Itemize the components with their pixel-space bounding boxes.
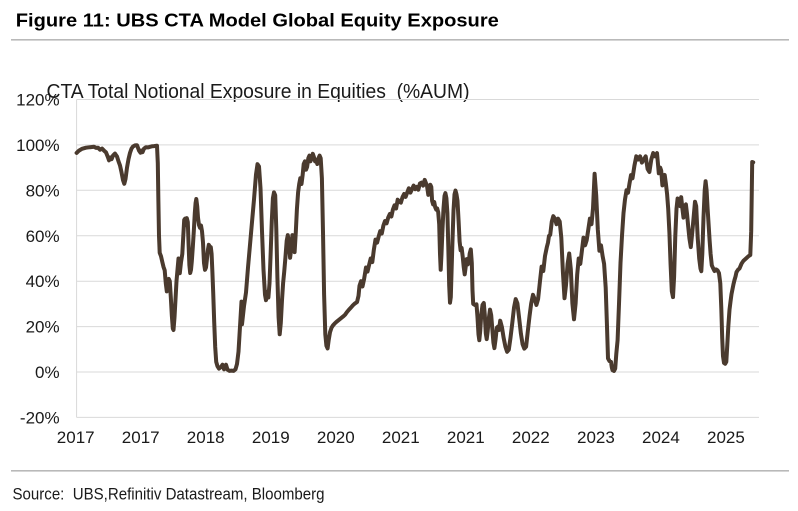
svg-text:40%: 40% — [26, 272, 60, 291]
svg-text:Source: UBS,Refinitiv Datastr: Source: UBS,Refinitiv Datastream, Bloomb… — [13, 485, 325, 504]
svg-text:100%: 100% — [16, 136, 59, 155]
svg-text:2018: 2018 — [187, 428, 225, 447]
svg-text:2019: 2019 — [252, 428, 290, 447]
svg-text:120%: 120% — [16, 91, 59, 110]
svg-text:2022: 2022 — [512, 428, 550, 447]
svg-text:Figure 11: UBS CTA Model Globa: Figure 11: UBS CTA Model Global Equity E… — [16, 9, 499, 30]
svg-text:20%: 20% — [26, 318, 60, 337]
svg-text:-20%: -20% — [20, 408, 60, 427]
svg-text:2021: 2021 — [382, 428, 420, 447]
svg-text:2020: 2020 — [317, 428, 355, 447]
svg-text:2023: 2023 — [577, 428, 615, 447]
svg-text:2024: 2024 — [642, 428, 680, 447]
svg-text:2021: 2021 — [447, 428, 485, 447]
svg-text:80%: 80% — [26, 181, 60, 200]
svg-text:2017: 2017 — [122, 428, 160, 447]
svg-text:60%: 60% — [26, 227, 60, 246]
svg-text:2017: 2017 — [57, 428, 95, 447]
svg-text:2025: 2025 — [707, 428, 745, 447]
svg-text:CTA Total Notional Exposure in: CTA Total Notional Exposure in Equities … — [47, 81, 470, 103]
svg-text:0%: 0% — [35, 363, 60, 382]
